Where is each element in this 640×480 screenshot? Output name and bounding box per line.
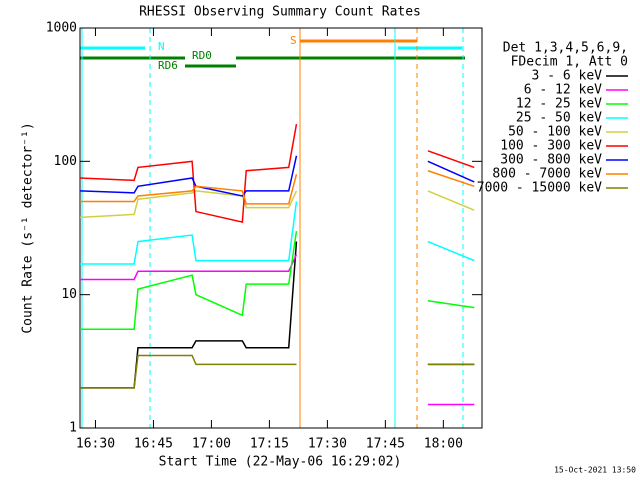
series-line bbox=[80, 354, 475, 389]
x-tick-label: 17:30 bbox=[308, 437, 347, 452]
plot-frame bbox=[79, 27, 483, 429]
legend-header: Det 1,3,4,5,6,9, bbox=[503, 41, 628, 56]
series-line bbox=[80, 170, 475, 205]
legend-label: 800 - 7000 keV bbox=[492, 167, 602, 182]
y-tick-label: 1000 bbox=[46, 21, 77, 36]
annotation: S bbox=[290, 34, 297, 47]
legend-label: 100 - 300 keV bbox=[500, 139, 602, 154]
x-tick-label: 17:15 bbox=[250, 437, 289, 452]
mode-indicators bbox=[80, 28, 465, 428]
x-tick-label: 16:30 bbox=[76, 437, 115, 452]
series-line bbox=[79, 190, 475, 219]
series-line bbox=[80, 254, 475, 406]
y-tick-label: 1 bbox=[69, 421, 77, 436]
series-line bbox=[80, 241, 475, 389]
annotation: RD6 bbox=[158, 59, 178, 72]
x-tick-label: 18:00 bbox=[424, 437, 463, 452]
legend-header: FDecim 1, Att 0 bbox=[511, 55, 628, 70]
y-axis-label: Count Rate (s⁻¹ detector⁻¹) bbox=[21, 122, 36, 333]
x-axis-label: Start Time (22-May-06 16:29:02) bbox=[159, 455, 402, 470]
series-line bbox=[80, 230, 475, 331]
y-tick-label: 100 bbox=[54, 154, 77, 169]
legend-label: 7000 - 15000 keV bbox=[477, 181, 602, 196]
x-tick-label: 17:00 bbox=[192, 437, 231, 452]
legend-label: 300 - 800 keV bbox=[500, 153, 602, 168]
legend-label: 12 - 25 keV bbox=[516, 97, 602, 112]
legend-label: 50 - 100 keV bbox=[508, 125, 602, 140]
y-tick-label: 10 bbox=[61, 287, 77, 302]
legend-label: 6 - 12 keV bbox=[524, 83, 602, 98]
legend-label: 25 - 50 keV bbox=[516, 111, 602, 126]
series-line bbox=[79, 124, 475, 224]
chart-title: RHESSI Observing Summary Count Rates bbox=[139, 5, 421, 20]
x-tick-label: 16:45 bbox=[134, 437, 173, 452]
series-line bbox=[80, 201, 475, 265]
annotation: RD0 bbox=[192, 49, 212, 62]
annotation: N bbox=[158, 40, 165, 53]
legend-label: 3 - 6 keV bbox=[532, 69, 603, 84]
x-tick-label: 17:45 bbox=[366, 437, 405, 452]
timestamp: 15-Oct-2021 13:50 bbox=[554, 466, 636, 475]
series-line bbox=[79, 155, 475, 197]
